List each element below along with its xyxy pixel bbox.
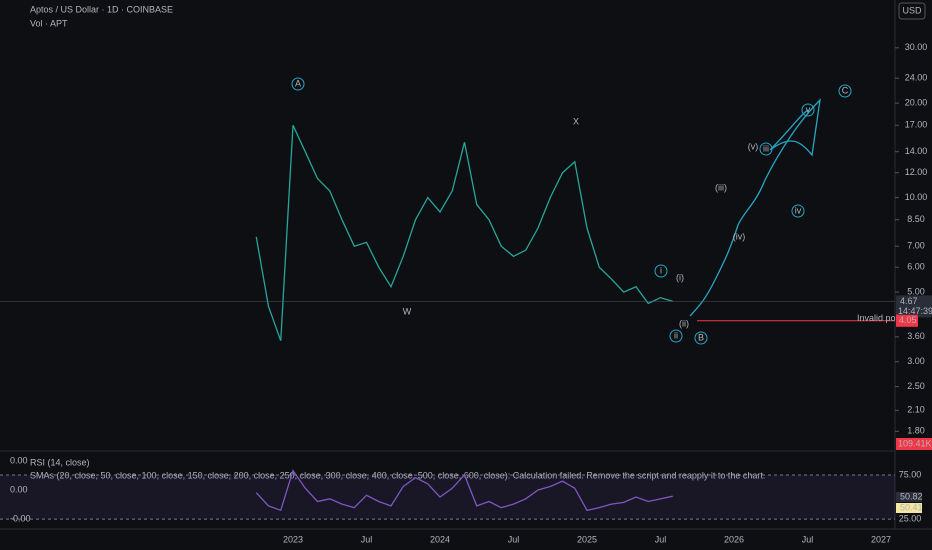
wave-circle (291, 77, 305, 91)
rsi-title: RSI (14, close) (30, 457, 90, 467)
y-tick-label: 30.00 (905, 42, 928, 52)
projection (689, 98, 821, 317)
y-tick-label: 6.00 (907, 262, 925, 272)
wave-circle (759, 142, 773, 156)
wave-circle (791, 204, 805, 218)
rsi-band (0, 474, 895, 520)
x-tick-label: 2025 (577, 534, 597, 544)
x-tick-label: Jul (508, 534, 520, 544)
y-tick-label: 5.00 (907, 286, 925, 296)
left-label: 0.00 (10, 484, 28, 494)
rsi-value-box (896, 503, 922, 513)
wave-circle (669, 329, 683, 343)
y-tick-label: 1.80 (907, 426, 925, 436)
countdown: 14:47:39 (898, 306, 932, 316)
rsi-value: 50.41 (900, 502, 923, 512)
y-tick-label: 3.00 (907, 356, 925, 366)
invalid-box (896, 314, 918, 327)
y-tick-label: 20.00 (905, 97, 928, 107)
volume-label: 109.41K (898, 438, 932, 448)
y-tick-label: 24.00 (905, 73, 928, 83)
invalid-text: Invalid point (857, 313, 906, 323)
volume-title: Vol · APT (30, 18, 68, 28)
x-tick-label: 2024 (430, 534, 450, 544)
rsi-value: 50.82 (900, 491, 923, 501)
wave-circle (801, 103, 815, 117)
wave-circle (838, 84, 852, 98)
x-tick-label: Jul (802, 534, 814, 544)
rsi-value-box (896, 492, 922, 502)
wave-label: W (403, 306, 412, 316)
y-tick-label: 7.00 (907, 241, 925, 251)
wave-label: v (806, 104, 811, 114)
x-tick-label: 2027 (871, 534, 891, 544)
y-tick-label: 3.60 (907, 331, 925, 341)
y-tick-label: 12.00 (905, 167, 928, 177)
wave-label: (i) (676, 272, 684, 282)
y-tick-label: 8.50 (907, 214, 925, 224)
currency[interactable]: USD (902, 5, 922, 15)
y-tick-label: 14.00 (905, 146, 928, 156)
wave-label: A (295, 78, 301, 88)
wave-label: iii (763, 143, 769, 153)
left-label: 0.00 (10, 455, 28, 465)
wave-label: B (698, 332, 704, 342)
x-tick-label: Jul (655, 534, 667, 544)
wave-label: C (842, 85, 849, 95)
wave-label: (iv) (733, 231, 746, 241)
price-label: 4.67 (900, 296, 918, 306)
price-box (896, 295, 932, 318)
wave-label: iv (795, 205, 802, 215)
wave-label: (ii) (679, 318, 689, 328)
wave-circle (694, 331, 708, 345)
series-line (255, 469, 673, 512)
y-tick-label: 10.00 (905, 192, 928, 202)
rsi-tick-label: 75.00 (899, 469, 922, 479)
series-line (255, 124, 673, 341)
x-tick-label: 2026 (724, 534, 744, 544)
currency-box[interactable] (898, 2, 926, 20)
wave-label: ii (674, 330, 678, 340)
invalid-label: 4.05 (899, 315, 917, 325)
wave-label: X (573, 116, 579, 126)
symbol: Aptos / US Dollar · 1D · COINBASE (30, 4, 173, 14)
rsi-tick-label: 25.00 (899, 514, 922, 524)
x-tick-label: Jul (361, 534, 373, 544)
wave-circle (654, 264, 668, 278)
y-tick-label: 17.00 (905, 120, 928, 130)
wave-label: i (660, 265, 662, 275)
y-tick-label: 2.10 (907, 405, 925, 415)
left-label: -0.00 (10, 513, 31, 523)
x-tick-label: 2023 (283, 534, 303, 544)
wave-label: (v) (748, 141, 759, 151)
y-tick-label: 2.50 (907, 381, 925, 391)
volume-box (896, 438, 932, 450)
wave-label: (iii) (715, 182, 727, 192)
